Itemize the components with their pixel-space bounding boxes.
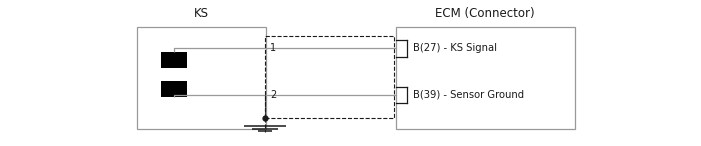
Text: KS: KS	[193, 7, 209, 20]
Bar	[137, 27, 266, 129]
Text: 1: 1	[270, 43, 276, 53]
Bar	[265, 36, 394, 118]
Bar	[396, 27, 575, 129]
Text: 2: 2	[270, 90, 276, 100]
Text: B(39) - Sensor Ground: B(39) - Sensor Ground	[413, 90, 524, 100]
Bar	[161, 68, 187, 81]
Text: B(27) - KS Signal: B(27) - KS Signal	[413, 43, 497, 53]
Text: ECM (Connector): ECM (Connector)	[435, 7, 535, 20]
Bar	[161, 52, 187, 97]
